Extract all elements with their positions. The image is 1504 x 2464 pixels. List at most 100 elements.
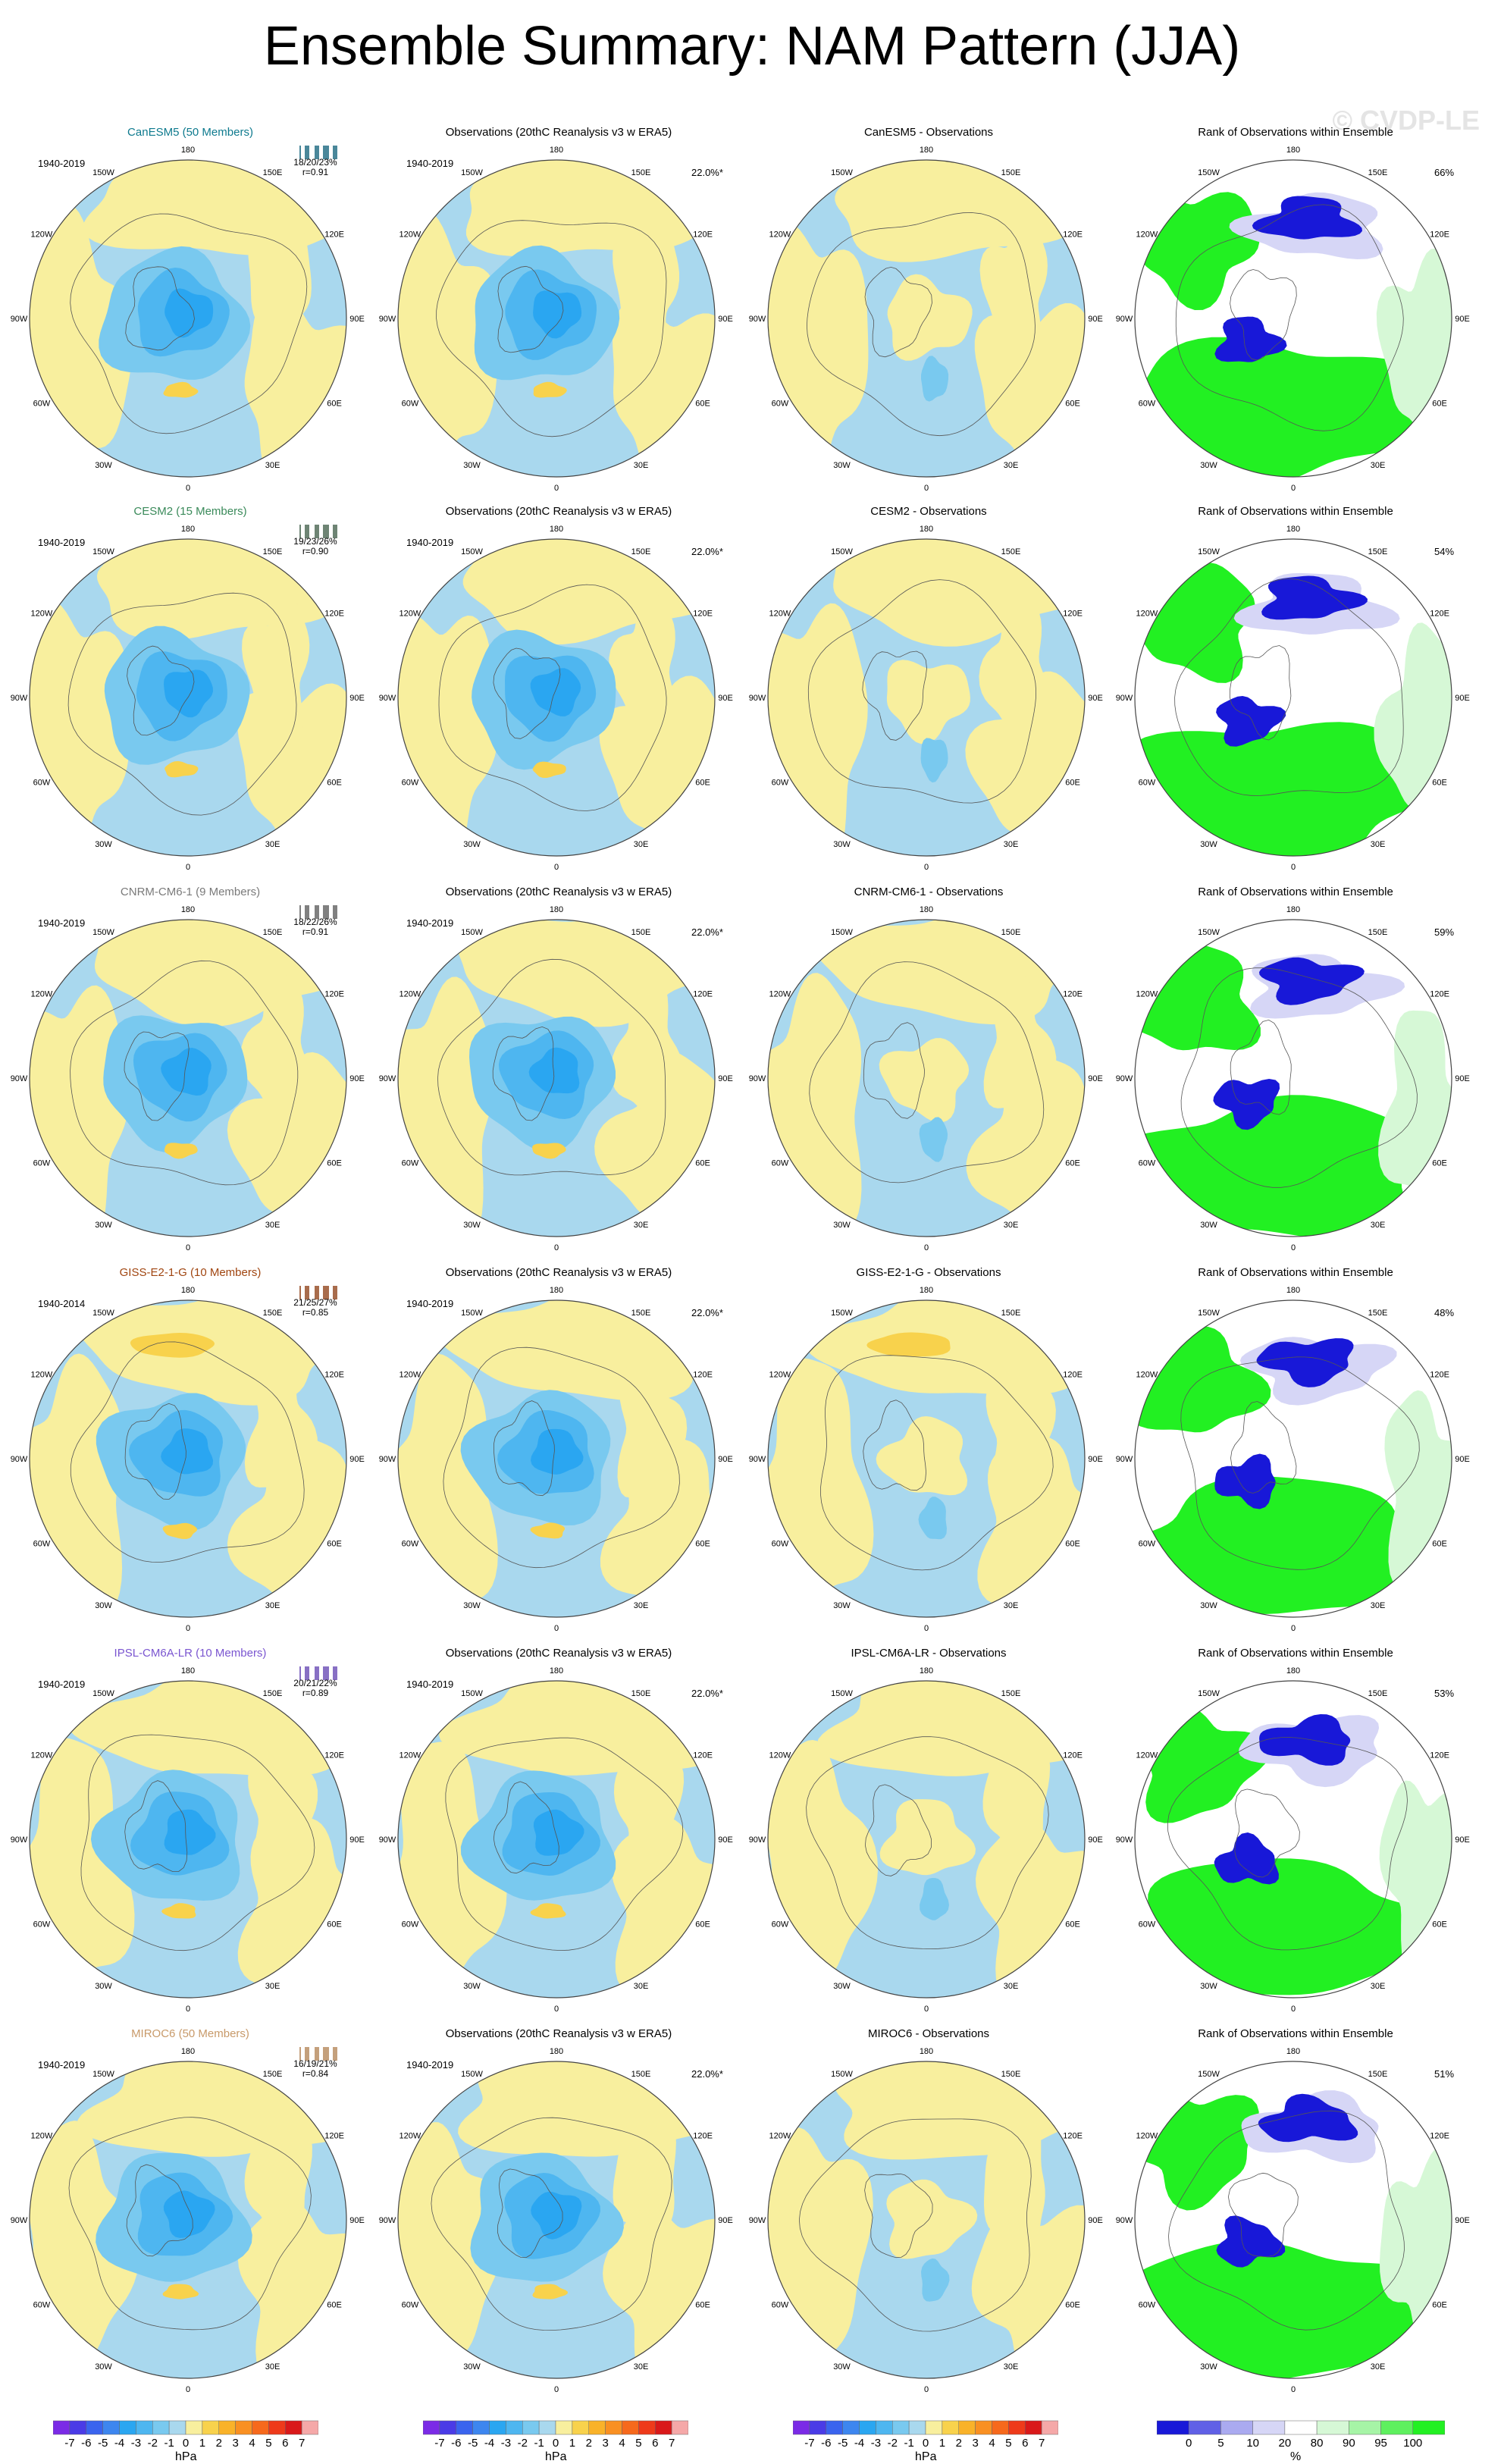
colorbar-tick: -1	[904, 2437, 914, 2450]
colorbar-swatch	[119, 2420, 136, 2435]
coastline	[493, 1781, 559, 1874]
rank-low	[1214, 1832, 1279, 1885]
variance-stats: 21/25/27% r=0.85	[277, 1298, 353, 1318]
lon-label: 90W	[1116, 1835, 1133, 1845]
lon-label: 60W	[772, 1920, 789, 1930]
ensemble-spread-bars	[294, 904, 347, 924]
page-title: Ensemble Summary: NAM Pattern (JJA)	[263, 16, 1241, 77]
lon-label: 150E	[1001, 2070, 1021, 2079]
lon-label: 120E	[1063, 2132, 1083, 2141]
colorbar-swatch	[472, 2420, 490, 2435]
lon-label: 0	[186, 1624, 190, 1633]
positive-region	[398, 977, 496, 1237]
lon-label: 180	[550, 905, 563, 914]
map-field	[768, 1300, 1085, 1617]
lon-label: 60W	[402, 1159, 419, 1168]
polar-map: 180 150E 120E 90E 60E 30E 0 30W 60W 90W 120W 150W	[379, 1666, 733, 2014]
coastline	[1180, 967, 1418, 1188]
lon-label: 90W	[379, 1835, 396, 1845]
colorbar-tick: 5	[265, 2437, 272, 2450]
coastline	[431, 2117, 672, 2331]
negative-contour	[920, 1878, 949, 1920]
colorbar-swatch	[892, 2420, 910, 2435]
lon-label: 180	[550, 525, 563, 534]
lon-label: 120E	[1430, 610, 1449, 619]
coastline	[494, 1400, 555, 1497]
positive-region	[976, 1820, 1085, 1998]
panel-title: GISS-E2-1-G - Observations	[856, 1266, 1001, 1279]
lon-label: 120E	[1063, 610, 1083, 619]
lon-label: 90E	[349, 1455, 365, 1464]
negative-contour	[918, 1497, 947, 1540]
lon-label: 30W	[463, 2362, 481, 2372]
spread-svg	[299, 1286, 337, 1299]
map-outline	[1134, 919, 1452, 1237]
lon-label: 60E	[1065, 1920, 1080, 1930]
lon-label: 90W	[11, 1455, 28, 1464]
lon-label: 90E	[718, 1835, 733, 1845]
ensemble-spread-bars	[294, 144, 347, 165]
lon-label: 30E	[1371, 461, 1386, 470]
rank-pct: 54%	[1434, 546, 1455, 557]
lon-label: 60E	[1432, 400, 1447, 409]
lon-label: 150E	[631, 1689, 651, 1698]
lon-label: 60W	[402, 2301, 419, 2310]
lon-label: 90E	[718, 1455, 733, 1464]
ensemble-spread-bars	[294, 523, 347, 544]
pattern-corr: r=0.84	[302, 2068, 329, 2079]
colorbar-tick: 5	[635, 2437, 642, 2450]
lon-label: 60E	[1065, 1159, 1080, 1168]
colorbar-tick: 90	[1342, 2437, 1355, 2450]
lon-label: 90E	[349, 1074, 365, 1083]
lon-label: 30E	[265, 2362, 280, 2372]
map-outline	[767, 538, 1086, 857]
lon-label: 0	[924, 484, 929, 493]
period-label: 1940-2019	[38, 2059, 86, 2071]
lon-label: 120W	[1136, 990, 1158, 999]
lon-label: 90E	[1088, 1835, 1103, 1845]
lon-label: 150E	[1001, 547, 1021, 556]
lon-label: 120W	[1136, 2132, 1158, 2141]
colorbar-swatch	[1284, 2420, 1318, 2435]
lon-label: 30E	[634, 1982, 649, 1991]
variance-stats: 16/19/21% r=0.84	[277, 2059, 353, 2079]
lon-label: 60E	[1432, 2301, 1447, 2310]
lon-label: 60E	[327, 1540, 342, 1549]
lon-label: 60W	[33, 400, 51, 409]
lon-label: 0	[554, 2385, 559, 2394]
lon-label: 30W	[95, 840, 112, 849]
lon-label: 90E	[718, 2216, 733, 2225]
negative-contour	[533, 290, 582, 339]
positive-region	[982, 1745, 1051, 1896]
lon-label: 90E	[1088, 1455, 1103, 1464]
polar-map: 180 150E 120E 90E 60E 30E 0 30W 60W 90W 120W 150W	[379, 2047, 733, 2394]
lon-label: 180	[1286, 525, 1300, 534]
positive-region	[879, 1038, 970, 1123]
colorbar-svg	[53, 2420, 318, 2435]
panel-title: Observations (20thC Reanalysis v3 w ERA5…	[445, 1266, 672, 1279]
colorbar-tick: 10	[1246, 2437, 1259, 2450]
lon-label: 60E	[695, 400, 710, 409]
lon-label: 60E	[695, 1920, 710, 1930]
polar-map: 180 150E 120E 90E 60E 30E 0 30W 60W 90W 120W 150W	[749, 1286, 1103, 1633]
positive-region	[240, 969, 312, 1112]
colorbar-swatch	[588, 2420, 606, 2435]
pct-variance: 16/19/21%	[293, 2058, 337, 2069]
lon-label: 120W	[400, 610, 421, 619]
colorbar-tick: -6	[81, 2437, 92, 2450]
lon-label: 0	[924, 2005, 929, 2014]
panel-title: GISS-E2-1-G (10 Members)	[119, 1266, 262, 1279]
rank-low	[1216, 696, 1286, 747]
coastline	[864, 266, 932, 358]
lon-label: 90W	[379, 1455, 396, 1464]
lon-label: 150E	[631, 928, 651, 937]
lon-label: 0	[1291, 1624, 1296, 1633]
lon-label: 90W	[379, 1074, 396, 1083]
colorbar-swatch	[925, 2420, 943, 2435]
colorbar-swatch	[86, 2420, 103, 2435]
lon-label: 0	[1291, 2005, 1296, 2014]
positive-contour	[532, 1143, 566, 1159]
lon-label: 60E	[695, 779, 710, 788]
spread-svg	[299, 1666, 337, 1680]
negative-contour	[919, 1117, 948, 1162]
